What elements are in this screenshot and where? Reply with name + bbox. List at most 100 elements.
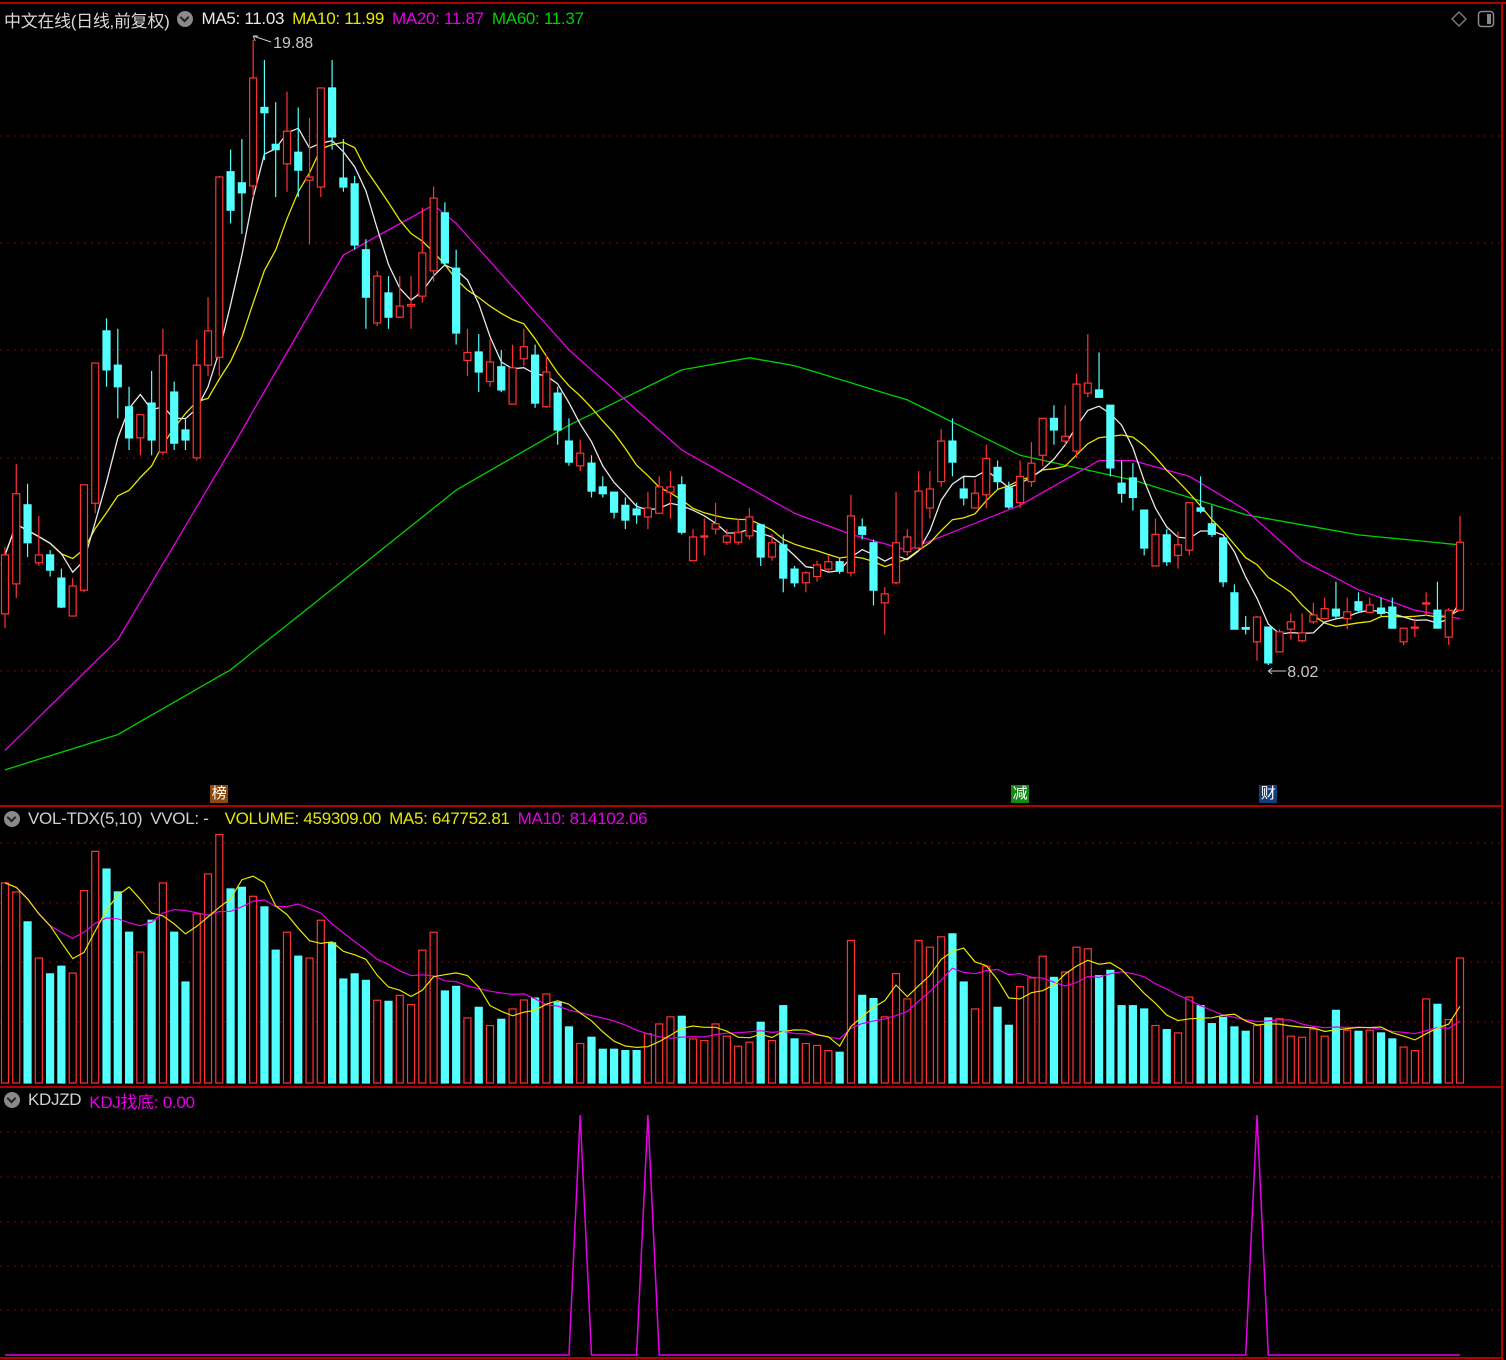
candle <box>677 476 686 535</box>
candle-body <box>440 212 449 264</box>
candle <box>136 414 145 456</box>
candle-body <box>1286 621 1295 630</box>
candle <box>1173 531 1183 569</box>
volume-bar <box>937 936 946 1084</box>
volume-bar <box>102 868 111 1084</box>
candle-body <box>531 354 540 404</box>
candle-body <box>136 414 145 439</box>
candle <box>485 339 495 387</box>
volume-bar <box>1027 977 1036 1084</box>
candle <box>1309 602 1318 624</box>
candle <box>1410 618 1419 638</box>
volume-bar <box>1094 975 1104 1084</box>
candle <box>1343 597 1352 630</box>
volume-bar <box>497 1018 506 1084</box>
candle-body <box>12 493 21 585</box>
candle <box>598 476 607 498</box>
candle <box>1219 536 1228 588</box>
candle <box>429 186 438 282</box>
event-marker-jian[interactable]: 减 <box>1011 785 1030 803</box>
high-arrow-icon <box>252 35 272 43</box>
volume-bars <box>0 833 1465 1084</box>
diamond-icon[interactable] <box>1450 10 1468 28</box>
candle <box>576 439 585 472</box>
volume-bar <box>249 895 258 1084</box>
candle-body <box>982 457 991 496</box>
event-marker-bang[interactable]: 榜 <box>210 785 229 803</box>
volume-bar <box>23 921 32 1084</box>
chevron-down-icon[interactable] <box>4 1092 20 1108</box>
candle-body <box>260 106 269 114</box>
candle-body <box>812 564 822 578</box>
volume-bar <box>1004 1024 1013 1084</box>
volume-bar <box>1162 1029 1171 1084</box>
candle-body <box>271 143 280 151</box>
candle <box>12 464 21 599</box>
candle-body <box>745 516 754 537</box>
candle-body <box>384 292 393 318</box>
candle-body <box>1275 631 1284 653</box>
candle-body <box>1072 383 1081 452</box>
volume-bar <box>1444 1018 1453 1084</box>
volume-bar <box>1241 1030 1250 1084</box>
chevron-down-icon[interactable] <box>177 11 194 27</box>
candle <box>1422 592 1431 617</box>
candle <box>937 428 946 487</box>
volume-bar <box>700 1039 709 1084</box>
volume-bar <box>1376 1032 1386 1084</box>
kdj-legend: KDJZD KDJ找底: 0.00 <box>4 1089 203 1112</box>
event-marker-cai[interactable]: 财 <box>1259 785 1278 803</box>
volume-bar <box>880 1016 889 1084</box>
candle-body <box>869 542 878 591</box>
candle-body <box>237 182 246 194</box>
chevron-down-icon[interactable] <box>4 811 20 827</box>
volume-value: VOLUME: 459309.00 <box>224 809 382 828</box>
candle-body <box>1207 523 1216 535</box>
volume-bar <box>891 972 901 1084</box>
candle-body <box>959 488 968 499</box>
candle-body <box>1455 541 1465 611</box>
candle <box>294 107 303 198</box>
candle-body <box>858 526 867 535</box>
candle-body <box>1354 601 1363 611</box>
candle-body <box>609 491 619 513</box>
candle-body <box>327 87 337 138</box>
candle-body <box>497 366 506 391</box>
candles <box>0 40 1465 666</box>
candle <box>1264 626 1273 666</box>
candle <box>1128 463 1138 511</box>
kdj-signal <box>5 1114 1460 1356</box>
candle-body <box>587 462 596 492</box>
volume-bar <box>1343 1029 1352 1084</box>
volume-bar <box>373 999 382 1084</box>
candle-body <box>124 406 134 439</box>
candle-body <box>34 554 43 564</box>
volume-bar <box>948 933 957 1084</box>
candle <box>858 518 867 540</box>
candle-body <box>68 585 77 617</box>
ma10-value: MA10: 11.99 <box>292 9 384 28</box>
volume-bar <box>1230 1026 1239 1084</box>
candle <box>170 381 179 451</box>
volume-bar <box>993 1006 1002 1084</box>
candle-body <box>700 535 709 538</box>
candle <box>1049 405 1059 445</box>
volume-bar <box>34 957 43 1084</box>
panel-toggle-icon[interactable] <box>1477 10 1495 28</box>
candle <box>1365 597 1374 614</box>
volume-bar <box>1309 1028 1318 1084</box>
volume-bar <box>1433 1003 1442 1084</box>
candle <box>271 102 280 198</box>
candle <box>384 276 393 329</box>
volume-bar <box>1331 1009 1341 1084</box>
volume-bar <box>1151 1024 1160 1084</box>
volume-bar <box>519 999 528 1084</box>
volume-bar <box>350 973 359 1084</box>
candle <box>1016 460 1025 508</box>
ma60-line <box>4 357 1461 771</box>
candle-body <box>1128 477 1138 499</box>
volume-bar <box>756 1021 765 1084</box>
candle <box>564 418 574 466</box>
